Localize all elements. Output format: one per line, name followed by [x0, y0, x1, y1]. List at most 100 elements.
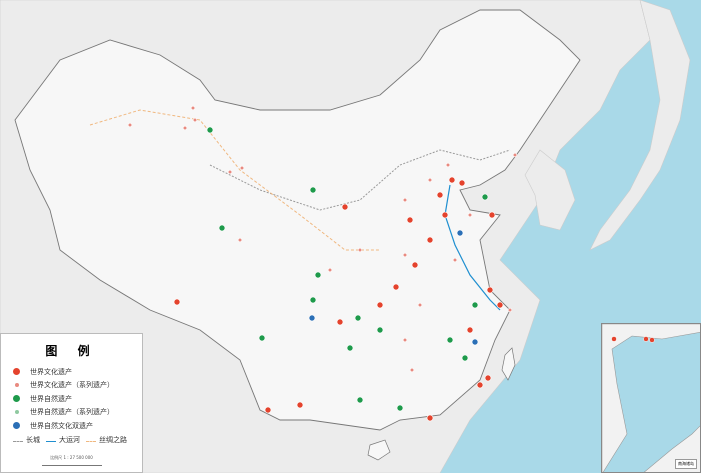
- marker-site[interactable]: [354, 314, 362, 322]
- marker-site[interactable]: [402, 252, 408, 258]
- marker-site[interactable]: [336, 318, 344, 326]
- legend-item: 世界文化遗产（系列遗产）: [1, 379, 142, 393]
- marker-site[interactable]: [308, 314, 316, 322]
- inset-map: [602, 324, 700, 472]
- marker-site[interactable]: [461, 354, 469, 362]
- marker-site[interactable]: [649, 337, 655, 343]
- legend-line-great-wall: 长城: [13, 435, 40, 445]
- marker-site[interactable]: [190, 105, 196, 111]
- marker-site[interactable]: [218, 224, 226, 232]
- marker-site[interactable]: [496, 301, 504, 309]
- legend-label: 世界文化遗产（系列遗产）: [30, 381, 114, 390]
- korea-land: [524, 149, 576, 231]
- marker-site[interactable]: [406, 216, 414, 224]
- marker-site[interactable]: [446, 336, 454, 344]
- marker-site[interactable]: [445, 162, 451, 168]
- marker-site[interactable]: [376, 301, 384, 309]
- marker-site[interactable]: [402, 197, 408, 203]
- marker-site[interactable]: [486, 286, 494, 294]
- marker-site[interactable]: [327, 267, 333, 273]
- marker-site[interactable]: [456, 229, 464, 237]
- great-wall-line: [209, 149, 511, 211]
- marker-site[interactable]: [471, 301, 479, 309]
- marker-site[interactable]: [448, 176, 456, 184]
- marker-site[interactable]: [441, 211, 449, 219]
- marker-site[interactable]: [182, 125, 188, 131]
- legend-item: 世界自然遗产: [1, 392, 142, 406]
- legend-items: 世界文化遗产世界文化遗产（系列遗产） 世界自然遗产世界自然遗产（系列遗产） 世界自然…: [1, 365, 142, 433]
- marker-site[interactable]: [484, 374, 492, 382]
- grand-canal-line: [444, 184, 501, 311]
- marker-site[interactable]: [309, 296, 317, 304]
- marker-site[interactable]: [309, 186, 317, 194]
- marker-site[interactable]: [239, 165, 245, 171]
- legend-item: 世界文化遗产: [1, 365, 142, 379]
- marker-site[interactable]: [376, 326, 384, 334]
- legend-dot-icon: [14, 410, 19, 415]
- legend-label: 世界自然文化双遗产: [30, 421, 93, 430]
- marker-site[interactable]: [507, 307, 513, 313]
- marker-site[interactable]: [512, 152, 518, 158]
- marker-site[interactable]: [471, 338, 479, 346]
- marker-site[interactable]: [357, 247, 363, 253]
- legend-title: 图 例: [45, 344, 98, 358]
- legend-item: 世界自然文化双遗产: [1, 419, 142, 433]
- marker-site[interactable]: [411, 261, 419, 269]
- legend-item: 世界自然遗产（系列遗产）: [1, 406, 142, 420]
- china-territory: [14, 9, 581, 431]
- inset-label: 南海诸岛: [675, 459, 697, 469]
- legend-label: 长城: [26, 435, 40, 444]
- marker-site[interactable]: [314, 271, 322, 279]
- marker-site[interactable]: [452, 257, 458, 263]
- marker-site[interactable]: [206, 126, 214, 134]
- marker-site[interactable]: [356, 396, 364, 404]
- marker-site[interactable]: [426, 236, 434, 244]
- marker-site[interactable]: [611, 336, 617, 342]
- silk-road-line: [89, 109, 380, 251]
- legend: 图 例 世界文化遗产世界文化遗产（系列遗产） 世界自然遗产世界自然遗产（系列遗产）…: [0, 333, 143, 473]
- marker-site[interactable]: [409, 367, 415, 373]
- marker-site[interactable]: [392, 283, 400, 291]
- legend-lines: 长城 大运河 丝绸之路: [1, 435, 142, 445]
- marker-site[interactable]: [127, 122, 133, 128]
- heritage-markers: [127, 105, 518, 422]
- marker-site[interactable]: [227, 169, 233, 175]
- marker-site[interactable]: [488, 211, 496, 219]
- legend-label: 丝绸之路: [99, 435, 127, 444]
- japan-land: [589, 0, 691, 251]
- marker-site[interactable]: [476, 381, 484, 389]
- south-china-sea-inset: 南海诸岛: [601, 323, 701, 473]
- marker-site[interactable]: [258, 334, 266, 342]
- marker-site[interactable]: [466, 326, 474, 334]
- marker-site[interactable]: [296, 401, 304, 409]
- marker-site[interactable]: [467, 212, 473, 218]
- marker-site[interactable]: [396, 404, 404, 412]
- marker-site[interactable]: [458, 179, 466, 187]
- marker-site[interactable]: [417, 302, 423, 308]
- scale-bar: [41, 463, 102, 466]
- legend-line-silk-road: 丝绸之路: [86, 435, 127, 445]
- legend-dot-icon: [13, 368, 20, 376]
- marker-site[interactable]: [341, 203, 349, 211]
- marker-site[interactable]: [643, 336, 649, 342]
- legend-dot-icon: [13, 422, 20, 430]
- legend-label: 世界自然遗产（系列遗产）: [30, 408, 114, 417]
- marker-site[interactable]: [237, 237, 243, 243]
- legend-label: 世界自然遗产: [30, 394, 72, 403]
- marker-site[interactable]: [426, 414, 434, 422]
- marker-site[interactable]: [346, 344, 354, 352]
- legend-line-grand-canal: 大运河: [46, 435, 80, 445]
- marker-site[interactable]: [481, 193, 489, 201]
- legend-label: 世界文化遗产: [30, 367, 72, 376]
- legend-dot-icon: [13, 395, 20, 403]
- taiwan-island: [501, 347, 516, 381]
- marker-site[interactable]: [402, 337, 408, 343]
- marker-site[interactable]: [264, 406, 272, 414]
- marker-site[interactable]: [427, 177, 433, 183]
- marker-site[interactable]: [192, 117, 198, 123]
- marker-site[interactable]: [436, 191, 444, 199]
- legend-label: 大运河: [59, 435, 80, 444]
- marker-site[interactable]: [173, 298, 181, 306]
- scale-text: 比例尺 1 : 27 500 000: [50, 454, 93, 460]
